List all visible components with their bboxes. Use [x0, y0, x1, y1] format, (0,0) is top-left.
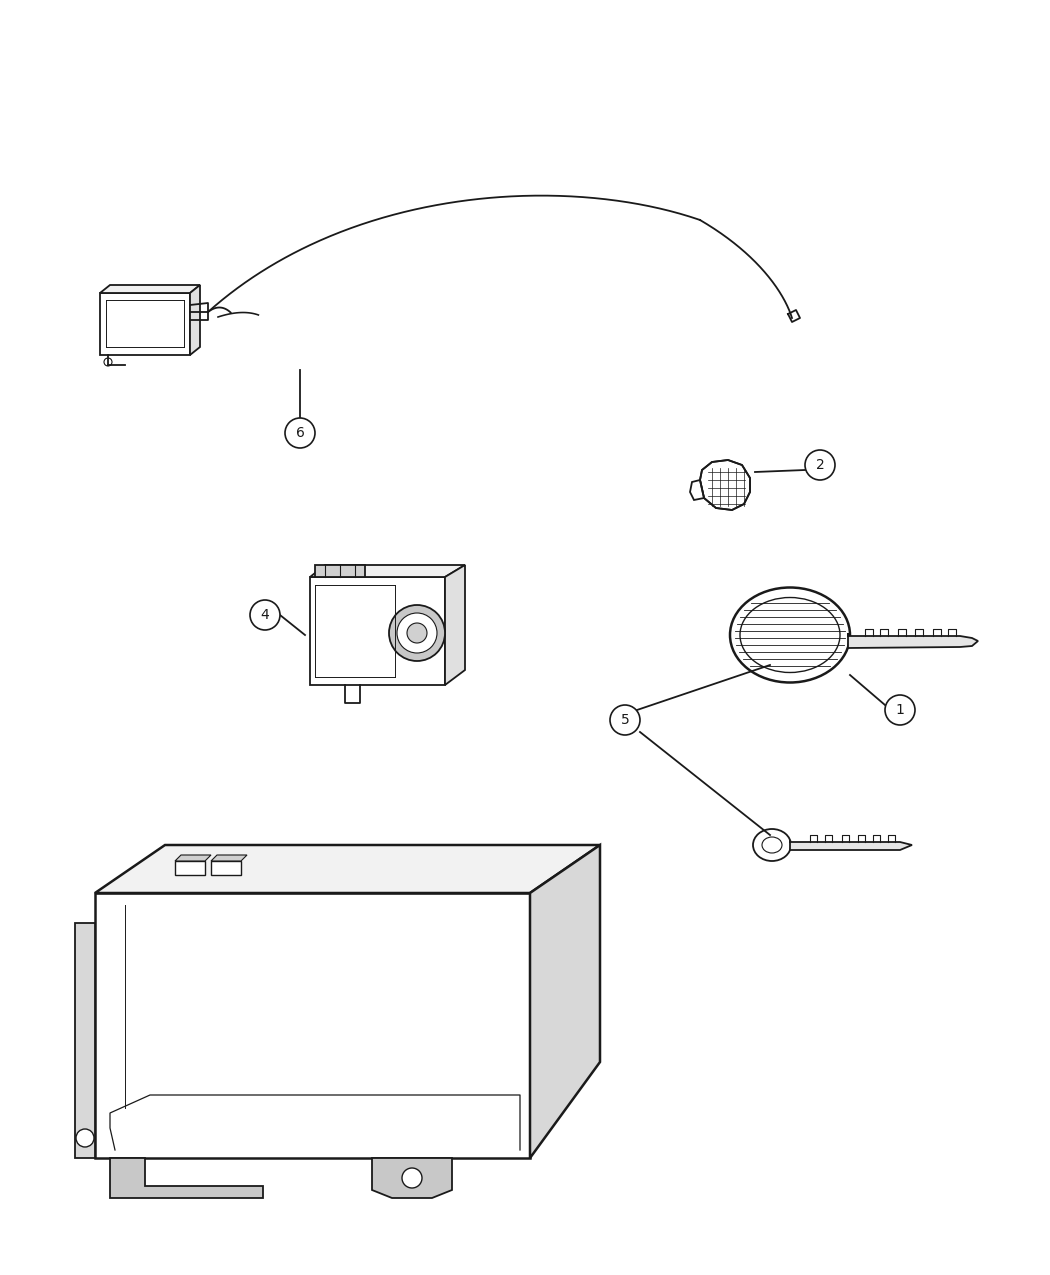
Polygon shape: [372, 1158, 452, 1198]
Polygon shape: [315, 565, 365, 578]
Circle shape: [76, 1128, 94, 1148]
Text: 5: 5: [621, 713, 629, 727]
Text: 1: 1: [896, 703, 904, 717]
Polygon shape: [310, 578, 445, 685]
Text: 4: 4: [260, 608, 270, 622]
Polygon shape: [690, 479, 704, 500]
Circle shape: [402, 1168, 422, 1188]
Polygon shape: [790, 840, 912, 850]
Polygon shape: [190, 286, 200, 354]
Polygon shape: [445, 565, 465, 685]
Polygon shape: [530, 845, 600, 1158]
Circle shape: [407, 623, 427, 643]
Ellipse shape: [753, 829, 791, 861]
Circle shape: [397, 613, 437, 653]
Ellipse shape: [762, 836, 782, 853]
Polygon shape: [100, 286, 200, 293]
Polygon shape: [75, 923, 94, 1158]
Polygon shape: [310, 565, 465, 578]
Polygon shape: [110, 1158, 262, 1198]
Polygon shape: [211, 856, 247, 861]
Ellipse shape: [730, 588, 851, 682]
Polygon shape: [211, 861, 242, 875]
Polygon shape: [175, 861, 205, 875]
Circle shape: [250, 601, 280, 630]
Circle shape: [805, 450, 835, 479]
Text: 6: 6: [295, 426, 304, 440]
Polygon shape: [94, 892, 530, 1158]
Polygon shape: [94, 845, 600, 892]
Polygon shape: [848, 632, 978, 648]
Circle shape: [610, 705, 640, 734]
Circle shape: [388, 606, 445, 660]
Circle shape: [285, 418, 315, 448]
Polygon shape: [100, 293, 190, 354]
Polygon shape: [700, 460, 750, 510]
Circle shape: [885, 695, 915, 725]
Polygon shape: [175, 856, 211, 861]
Text: 2: 2: [816, 458, 824, 472]
